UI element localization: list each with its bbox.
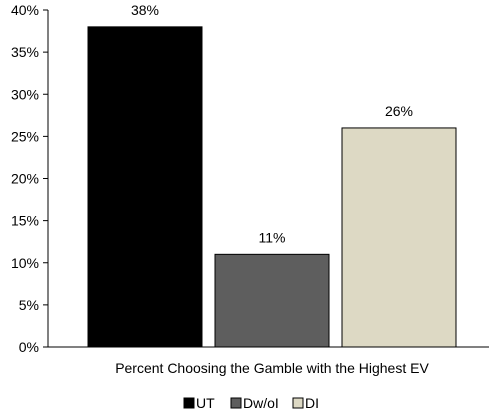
bar-dw-oi — [214, 253, 330, 348]
legend-label: UT — [196, 395, 215, 411]
legend-label: Dw/oI — [243, 395, 279, 411]
bar-di — [341, 127, 457, 348]
y-tick-label: 40% — [11, 2, 39, 18]
y-tick-label: 15% — [11, 213, 39, 229]
y-axis: 0% 5% 10% 15% 20% 25% 30% 35% 40% — [11, 2, 49, 355]
data-label: 38% — [131, 2, 159, 18]
y-tick-label: 20% — [11, 171, 39, 187]
legend: UT Dw/oI DI — [183, 395, 319, 411]
y-tick-label: 30% — [11, 86, 39, 102]
y-tick-label: 0% — [19, 339, 39, 355]
legend-swatch — [230, 397, 242, 409]
data-label: 26% — [385, 103, 413, 119]
legend-label: DI — [305, 395, 319, 411]
y-tick-label: 25% — [11, 128, 39, 144]
y-tick-label: 35% — [11, 44, 39, 60]
data-labels: 38% 11% 26% — [131, 2, 413, 245]
y-tick-label: 5% — [19, 297, 39, 313]
legend-swatch — [183, 397, 195, 409]
y-tick-label: 10% — [11, 255, 39, 271]
data-label: 11% — [259, 229, 286, 245]
bar-ut — [87, 26, 203, 348]
bars — [87, 26, 457, 348]
legend-swatch — [292, 397, 304, 409]
x-axis-label: Percent Choosing the Gamble with the Hig… — [115, 360, 429, 376]
